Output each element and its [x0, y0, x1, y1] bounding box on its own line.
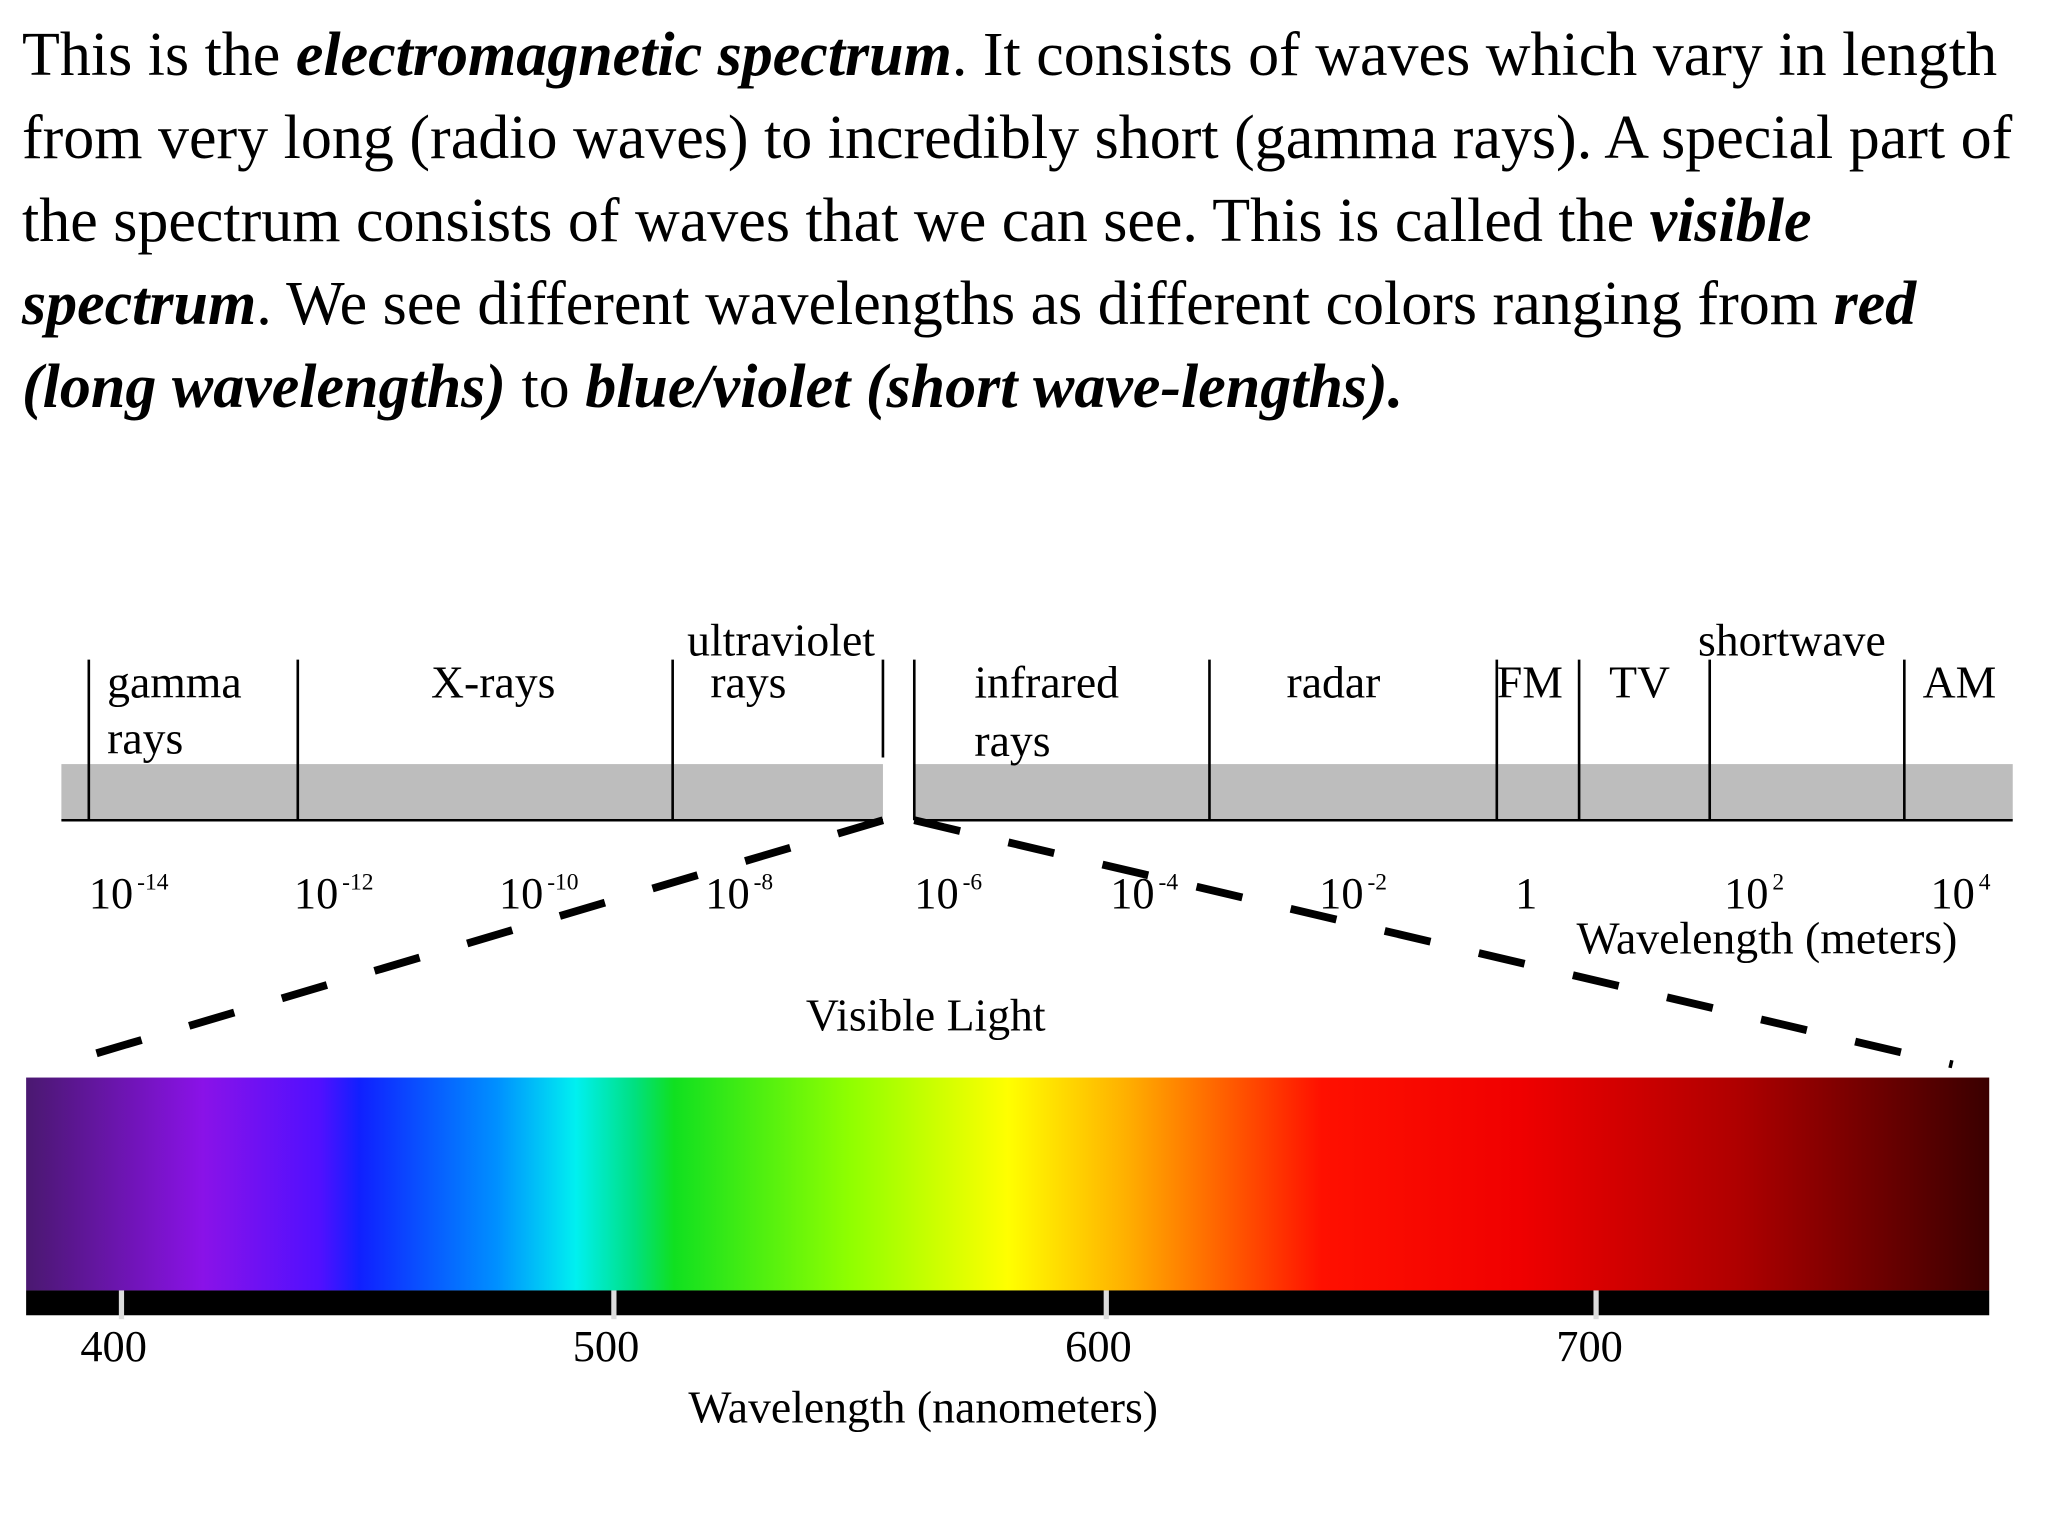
emphasis-text: blue/violet (short wave-lengths).	[585, 353, 1404, 421]
visible-title: Visible Light	[806, 990, 1046, 1041]
band-label: X-rays	[431, 656, 555, 707]
wavelength-tick: 10 -2	[1319, 868, 1387, 918]
tick-base: 10	[89, 868, 133, 918]
emphasis-text: red (long wavelengths)	[22, 270, 1917, 421]
tick-exponent: -12	[342, 869, 373, 895]
tick-base: 10	[499, 868, 543, 918]
band-label: rays	[107, 713, 183, 764]
band-label: gamma	[107, 656, 242, 707]
visible-tick-label: 400	[80, 1321, 147, 1371]
tick-base: 10	[1930, 868, 1974, 918]
wavelength-tick: 10 -6	[914, 868, 982, 918]
body-text: . It consists of waves which vary in len…	[22, 21, 2013, 255]
visible-tick-label: 700	[1556, 1321, 1623, 1371]
wavelength-tick: 10 2	[1724, 868, 1784, 918]
wavelength-tick: 10 -14	[89, 868, 169, 918]
visible-tick-marks	[118, 1290, 1599, 1320]
body-text: . We see different wavelengths as differ…	[256, 270, 1834, 338]
tick-base: 1	[1515, 868, 1537, 918]
body-text: This is the	[22, 21, 296, 89]
spectrum-bar	[61, 764, 883, 821]
band-dividers	[87, 659, 1906, 821]
emphasis-text: electromagnetic spectrum	[295, 21, 952, 89]
tick-base: 10	[705, 868, 749, 918]
spectrum-bar	[914, 764, 2013, 821]
band-label: shortwave	[1698, 615, 1886, 666]
tick-exponent: -8	[754, 869, 774, 895]
wavelength-tick: 1	[1515, 868, 1537, 918]
tick-exponent: 2	[1772, 869, 1784, 895]
wavelength-tick: 10 4	[1930, 868, 1990, 918]
visible-tick-label: 500	[573, 1321, 640, 1371]
tick-base: 10	[1110, 868, 1154, 918]
band-label: TV	[1609, 656, 1670, 707]
body-text: to	[505, 353, 586, 421]
band-label: ultraviolet	[687, 615, 875, 666]
tick-base: 10	[914, 868, 958, 918]
zoom-lines	[57, 816, 1954, 1069]
axis-label: Wavelength (meters)	[1576, 912, 1957, 963]
band-label: radar	[1287, 656, 1381, 707]
tick-base: 10	[1724, 868, 1768, 918]
band-label: AM	[1923, 656, 1997, 707]
band-label: rays	[974, 715, 1050, 766]
band-label: rays	[710, 656, 786, 707]
wavelength-tick: 10 -4	[1110, 868, 1178, 918]
visible-spectrum	[26, 1077, 1990, 1291]
tick-base: 10	[294, 868, 338, 918]
tick-exponent: -4	[1159, 869, 1179, 895]
wavelength-tick: 10 -12	[294, 868, 374, 918]
tick-exponent: -10	[547, 869, 578, 895]
visible-tick-label: 600	[1065, 1321, 1132, 1371]
visible-axis	[26, 1290, 1990, 1316]
band-label: infrared	[974, 656, 1119, 707]
emphasis-text: visible spectrum	[22, 187, 1812, 338]
tick-base: 10	[1319, 868, 1363, 918]
tick-exponent: 4	[1979, 869, 1991, 895]
tick-exponent: -6	[963, 869, 983, 895]
wavelength-tick: 10 -10	[499, 868, 579, 918]
axis-label: Wavelength (nanometers)	[688, 1381, 1158, 1432]
tick-exponent: -14	[137, 869, 169, 895]
intro-paragraph: This is the electromagnetic spectrum. It…	[22, 14, 2037, 429]
band-label: FM	[1497, 656, 1563, 707]
wavelength-tick: 10 -8	[705, 868, 773, 918]
tick-exponent: -2	[1367, 869, 1387, 895]
